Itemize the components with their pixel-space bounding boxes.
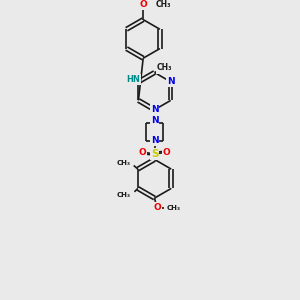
Text: N: N <box>167 77 175 86</box>
Text: CH₃: CH₃ <box>157 64 172 73</box>
Text: CH₃: CH₃ <box>156 0 171 9</box>
Text: HN: HN <box>126 75 140 84</box>
Text: CH₃: CH₃ <box>117 192 131 198</box>
Text: CH₃: CH₃ <box>167 205 181 211</box>
Text: CH₃: CH₃ <box>117 160 131 166</box>
Text: N: N <box>151 105 158 114</box>
Text: O: O <box>138 148 146 157</box>
Text: N: N <box>151 136 158 145</box>
Text: O: O <box>139 0 147 9</box>
Text: N: N <box>151 116 158 125</box>
Text: S: S <box>151 149 158 159</box>
Text: O: O <box>163 148 171 157</box>
Text: O: O <box>153 203 161 212</box>
